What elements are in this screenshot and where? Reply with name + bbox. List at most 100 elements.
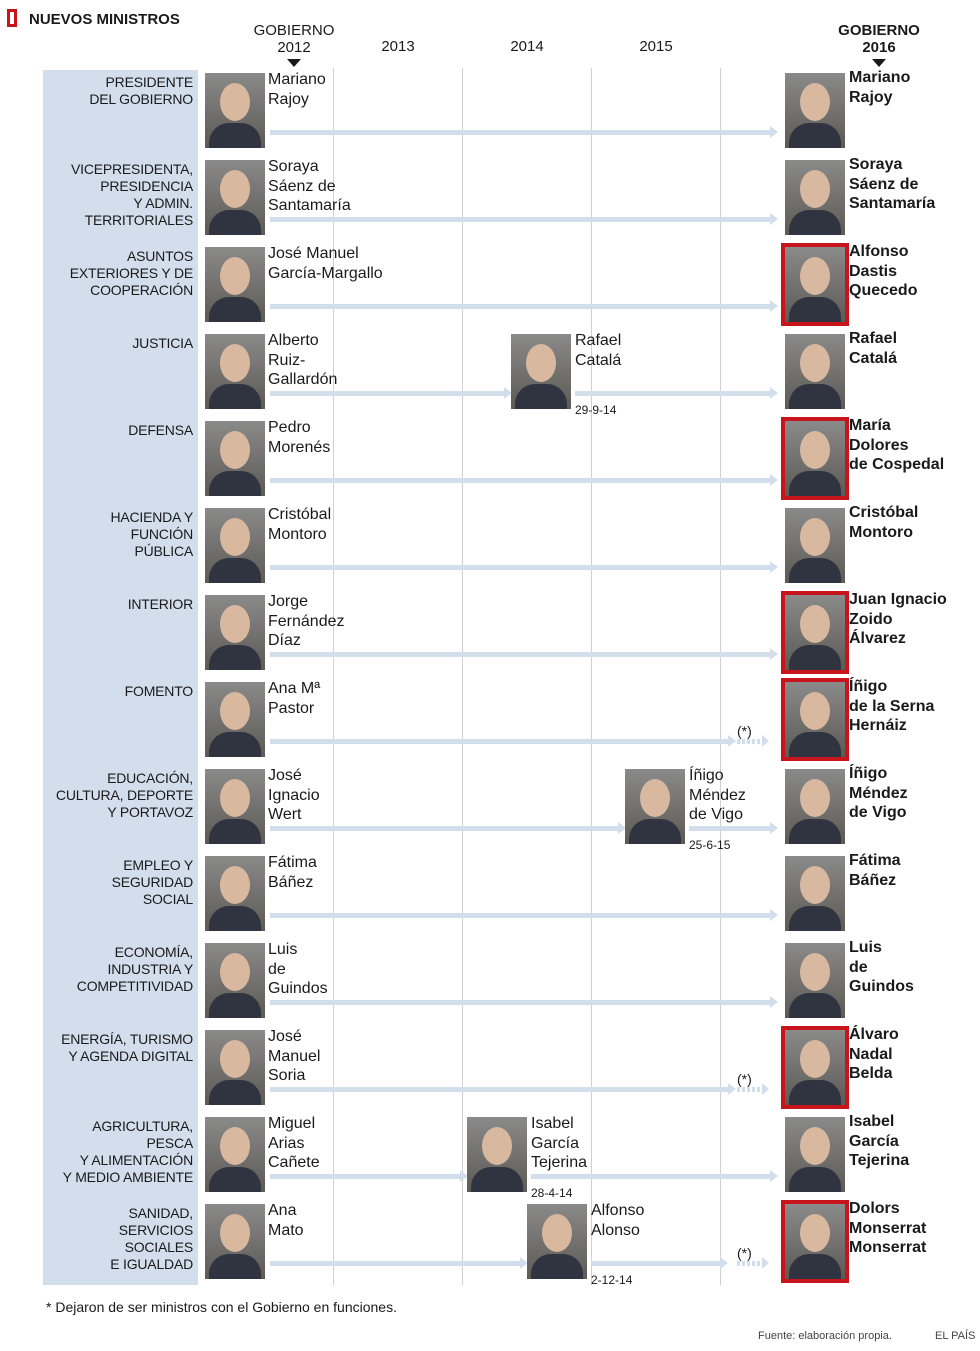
portrait-face [220, 83, 250, 121]
ministry-label: EMPLEO Y SEGURIDAD SOCIAL [111, 857, 194, 907]
portrait-face [542, 1214, 572, 1252]
caretaker-mark: (*) [737, 1071, 752, 1087]
portrait-face [220, 605, 250, 643]
minister-2016-name: Dolors Monserrat Monserrat [849, 1200, 927, 1256]
portrait-face [800, 431, 830, 469]
tenure-arrow [270, 387, 512, 399]
tenure-arrow [270, 300, 778, 312]
minister-2016-photo [785, 334, 845, 409]
year-2016: 2016 [862, 39, 896, 56]
minister-2012-photo [205, 769, 265, 844]
tenure-arrow [270, 561, 778, 573]
portrait-body [209, 1167, 261, 1192]
appointment-date: 29-9-14 [575, 403, 617, 417]
portrait-face [800, 779, 830, 817]
portrait-face [220, 1127, 250, 1165]
portrait-face [800, 83, 830, 121]
portrait-face [220, 953, 250, 991]
tenure-arrow [591, 1257, 728, 1269]
portrait-face [800, 1040, 830, 1078]
portrait-body [789, 819, 841, 844]
caretaker-mark: (*) [737, 1245, 752, 1261]
minister-2016-photo [785, 1117, 845, 1192]
portrait-face [800, 1214, 830, 1252]
portrait-body [209, 384, 261, 409]
minister-2016-name: Íñigo de la Serna Hernáiz [849, 678, 935, 734]
minister-2016-photo [781, 243, 849, 326]
minister-2012-photo [205, 508, 265, 583]
portrait-body [789, 993, 841, 1018]
source: Fuente: elaboración propia. [758, 1330, 892, 1342]
appointment-date: 28-4-14 [531, 1186, 573, 1200]
portrait-body [209, 906, 261, 931]
portrait-face [800, 866, 830, 904]
minister-2012-name: Pedro Morenés [268, 419, 331, 456]
caretaker-arrow [737, 735, 769, 747]
portrait-body [789, 558, 841, 583]
minister-2012-name: Miguel Arias Cañete [268, 1115, 320, 1171]
minister-2016-name: Álvaro Nadal Belda [849, 1026, 899, 1082]
gov-2012-text: GOBIERNO [253, 22, 335, 39]
minister-2012-name: Luis de Guindos [268, 941, 328, 997]
minister-mid-name: Isabel García Tejerina [531, 1115, 588, 1171]
portrait-body [209, 645, 261, 670]
portrait-face [220, 866, 250, 904]
minister-mid-name: Íñigo Méndez de Vigo [689, 767, 746, 823]
minister-2016-name: María Dolores de Cospedal [849, 417, 945, 473]
minister-2012-name: José Manuel Soria [268, 1028, 321, 1084]
tenure-arrow [270, 1170, 468, 1182]
minister-2016-photo [785, 160, 845, 235]
year-2014: 2014 [510, 38, 544, 55]
minister-2012-photo [205, 682, 265, 757]
minister-2016-name: Soraya Sáenz de Santamaría [849, 156, 936, 212]
portrait-body [789, 1254, 841, 1279]
portrait-body [471, 1167, 523, 1192]
caretaker-arrow [737, 1083, 769, 1095]
minister-2016-name: Mariano Rajoy [849, 69, 911, 106]
portrait-body [789, 384, 841, 409]
tenure-arrow [270, 1083, 736, 1095]
minister-2012-photo [205, 334, 265, 409]
minister-2012-photo [205, 247, 265, 322]
minister-2016-photo [781, 678, 849, 761]
portrait-body [789, 297, 841, 322]
portrait-body [209, 1254, 261, 1279]
ministry-label: EDUCACIÓN, CULTURA, DEPORTE Y PORTAVOZ [55, 770, 193, 820]
title: NUEVOS MINISTROS [29, 11, 180, 28]
tenure-arrow [270, 735, 736, 747]
tenure-arrow [270, 126, 778, 138]
appointment-date: 25-6-15 [689, 838, 731, 852]
ministry-label: ASUNTOS EXTERIORES Y DE COOPERACIÓN [69, 248, 194, 298]
portrait-body [789, 210, 841, 235]
portrait-face [800, 344, 830, 382]
minister-2016-photo [785, 508, 845, 583]
portrait-face [220, 518, 250, 556]
portrait-face [800, 257, 830, 295]
tenure-arrow [270, 996, 778, 1008]
marker-2012-icon [287, 59, 301, 67]
portrait-face [220, 779, 250, 817]
minister-2012-name: Alberto Ruiz- Gallardón [268, 332, 338, 388]
tenure-arrow [270, 909, 778, 921]
ministry-label: ENERGÍA, TURISMO Y AGENDA DIGITAL [61, 1031, 193, 1064]
portrait-face [800, 1127, 830, 1165]
portrait-face [800, 953, 830, 991]
portrait-body [789, 645, 841, 670]
portrait-body [789, 732, 841, 757]
tenure-arrow [270, 474, 778, 486]
portrait-body [209, 732, 261, 757]
minister-2016-photo [781, 1026, 849, 1109]
minister-2012-photo [205, 943, 265, 1018]
tenure-arrow [270, 1257, 528, 1269]
gridline-2013 [333, 68, 334, 1285]
portrait-body [629, 819, 681, 844]
minister-2012-photo [205, 160, 265, 235]
minister-2016-photo [785, 769, 845, 844]
minister-2016-name: Cristóbal Montoro [849, 504, 919, 541]
portrait-face [640, 779, 670, 817]
year-2015: 2015 [639, 38, 673, 55]
ministry-label: DEFENSA [128, 422, 193, 438]
ministry-label: INTERIOR [127, 596, 193, 612]
portrait-face [220, 170, 250, 208]
